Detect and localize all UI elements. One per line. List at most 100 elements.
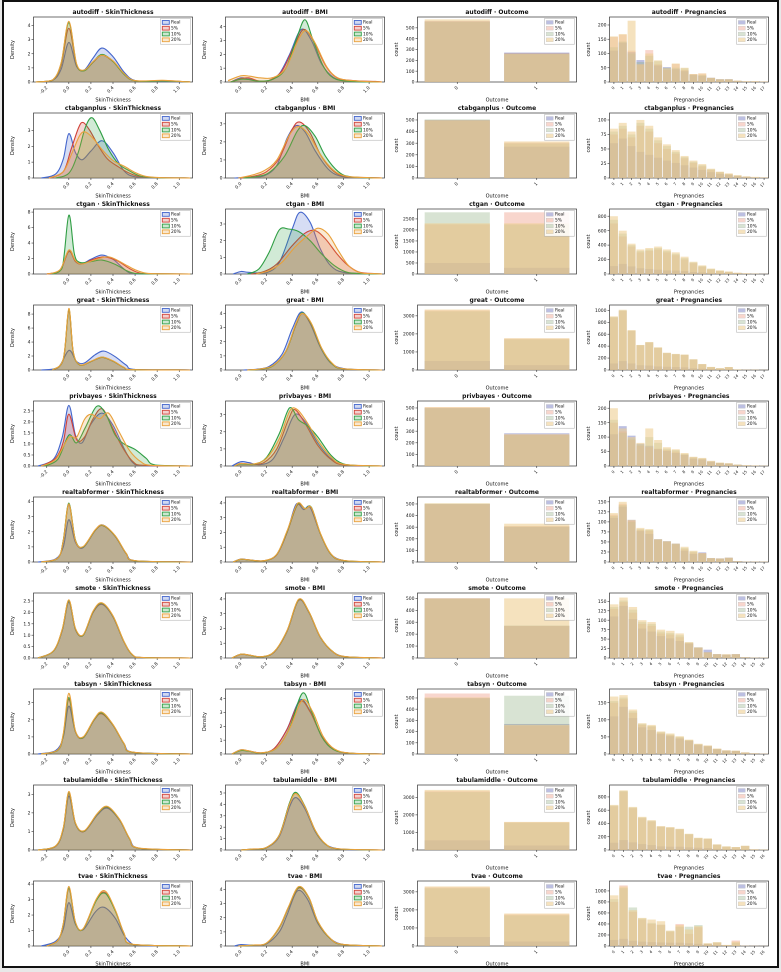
axes: 0 1 2 3 4 0.0 0.2 0.4 0.6 0.8 1.0: [220, 311, 372, 382]
svg-text:0.4: 0.4: [285, 757, 294, 766]
subplot-ctgan-outcome: ctgan · Outcome count 0 500 1000 1500 2000 2500…: [394, 201, 577, 295]
kde-fill-5%: [35, 28, 191, 82]
legend-swatch: [353, 25, 362, 31]
kde-fill-20%: [238, 886, 382, 946]
svg-text:150: 150: [598, 37, 607, 43]
legend-swatch: [353, 607, 362, 613]
legend-label: 10%: [171, 223, 181, 229]
kde-fill-5%: [240, 792, 382, 850]
legend-label: 10%: [171, 799, 181, 805]
axes: 0 100 200 300 400 500 0 1: [406, 696, 539, 764]
svg-text:800: 800: [598, 320, 607, 326]
legend-label: 20%: [363, 517, 373, 523]
legend-label: Real: [555, 692, 564, 698]
legend-swatch: [353, 404, 362, 409]
svg-text:1.0: 1.0: [172, 469, 181, 478]
svg-text:13: 13: [730, 853, 737, 860]
legend-swatch: [353, 500, 362, 505]
subplot-great-outcome: great · Outcome count 0 1000 2000 3000 0 1 Outco…: [394, 297, 577, 391]
x-axis-label: Pregnancies: [674, 386, 705, 392]
svg-text:0: 0: [610, 565, 616, 571]
bar-series-20%: [424, 407, 570, 466]
svg-text:6: 6: [663, 85, 669, 91]
svg-text:1.0: 1.0: [172, 757, 181, 766]
legend-label: 10%: [363, 127, 373, 133]
subplot-ctabganplus-outcome: ctabganplus · Outcome count 0 100 200 300 400 5…: [394, 105, 577, 199]
svg-text:9: 9: [690, 469, 696, 475]
svg-text:0: 0: [412, 80, 415, 86]
bar-series-20%: [609, 695, 769, 754]
y-axis-label: Density: [202, 328, 208, 347]
svg-text:0.2: 0.2: [84, 949, 93, 958]
y-axis-label: Density: [202, 40, 208, 59]
legend-label: 10%: [747, 223, 757, 229]
svg-text:1: 1: [28, 829, 31, 835]
svg-text:9: 9: [690, 565, 696, 571]
svg-text:0.8: 0.8: [150, 757, 159, 766]
svg-text:0.8: 0.8: [337, 661, 346, 670]
svg-text:14: 14: [740, 853, 747, 860]
kde-line-20%: [231, 698, 382, 755]
x-axis-label: SkinThickness: [95, 578, 131, 584]
svg-text:4: 4: [220, 802, 223, 808]
svg-text:-0.2: -0.2: [39, 757, 50, 768]
legend-label: 10%: [171, 31, 181, 37]
legend-label: 20%: [747, 613, 757, 619]
axes: 0 1 2 3 0.0 0.2 0.4 0.6 0.8 1.0: [220, 412, 372, 478]
legend-label: 20%: [363, 613, 373, 619]
svg-text:0.2: 0.2: [260, 469, 269, 478]
subplot-realtabformer-skinthickness: realtabformer · SkinThickness Density 0 1 2 3…: [10, 489, 193, 584]
axes: 0 1 2 3 0.0 0.2 0.4 0.6 0.8 1.0: [220, 222, 372, 287]
svg-text:-0.2: -0.2: [39, 85, 50, 96]
legend-label: 20%: [171, 901, 181, 907]
x-axis-label: SkinThickness: [95, 386, 131, 392]
kde-line-20%: [37, 599, 191, 659]
kde-fill-20%: [231, 699, 382, 754]
legend-label: 20%: [171, 229, 181, 235]
svg-text:0.4: 0.4: [106, 181, 115, 190]
kde-fill-10%: [41, 697, 191, 754]
svg-text:0.0: 0.0: [234, 373, 243, 382]
legend-swatch: [546, 794, 554, 799]
svg-text:4: 4: [220, 501, 223, 507]
svg-text:11: 11: [706, 277, 713, 284]
subplot-tabsyn-bmi: tabsyn · BMI Density 0 1 2 3 4 0.0 0.2 0.4 0.6 0.8 1…: [202, 681, 385, 775]
kde-line-20%: [41, 692, 191, 755]
svg-text:1: 1: [533, 277, 539, 283]
svg-text:1: 1: [220, 929, 223, 935]
legend-label: 5%: [171, 122, 178, 128]
svg-text:7: 7: [672, 373, 678, 379]
svg-text:400: 400: [598, 344, 607, 350]
svg-text:6: 6: [28, 225, 31, 231]
y-axis-label: count: [394, 906, 400, 920]
svg-text:200: 200: [406, 729, 415, 735]
svg-text:11: 11: [706, 373, 713, 380]
legend-swatch: [353, 223, 362, 229]
svg-text:0.8: 0.8: [150, 469, 159, 478]
x-axis-label: Outcome: [486, 674, 509, 680]
svg-text:1000: 1000: [403, 926, 415, 932]
svg-text:1: 1: [619, 85, 625, 91]
svg-text:400: 400: [406, 417, 415, 423]
svg-text:16: 16: [758, 853, 765, 860]
svg-text:0: 0: [453, 565, 459, 571]
legend-swatch: [546, 517, 554, 522]
svg-text:12: 12: [721, 853, 728, 860]
legend-label: 5%: [555, 410, 562, 416]
svg-text:15: 15: [741, 469, 748, 476]
legend-label: 5%: [747, 890, 754, 896]
kde-fill-10%: [52, 215, 191, 274]
y-axis-label: count: [586, 138, 592, 152]
legend-swatch: [546, 596, 554, 601]
svg-text:16: 16: [758, 661, 765, 668]
legend-label: Real: [363, 692, 372, 698]
svg-text:1.0: 1.0: [172, 949, 181, 958]
kde-line-20%: [240, 792, 382, 851]
kde-fill-Real: [233, 503, 382, 562]
svg-text:0: 0: [611, 853, 617, 859]
